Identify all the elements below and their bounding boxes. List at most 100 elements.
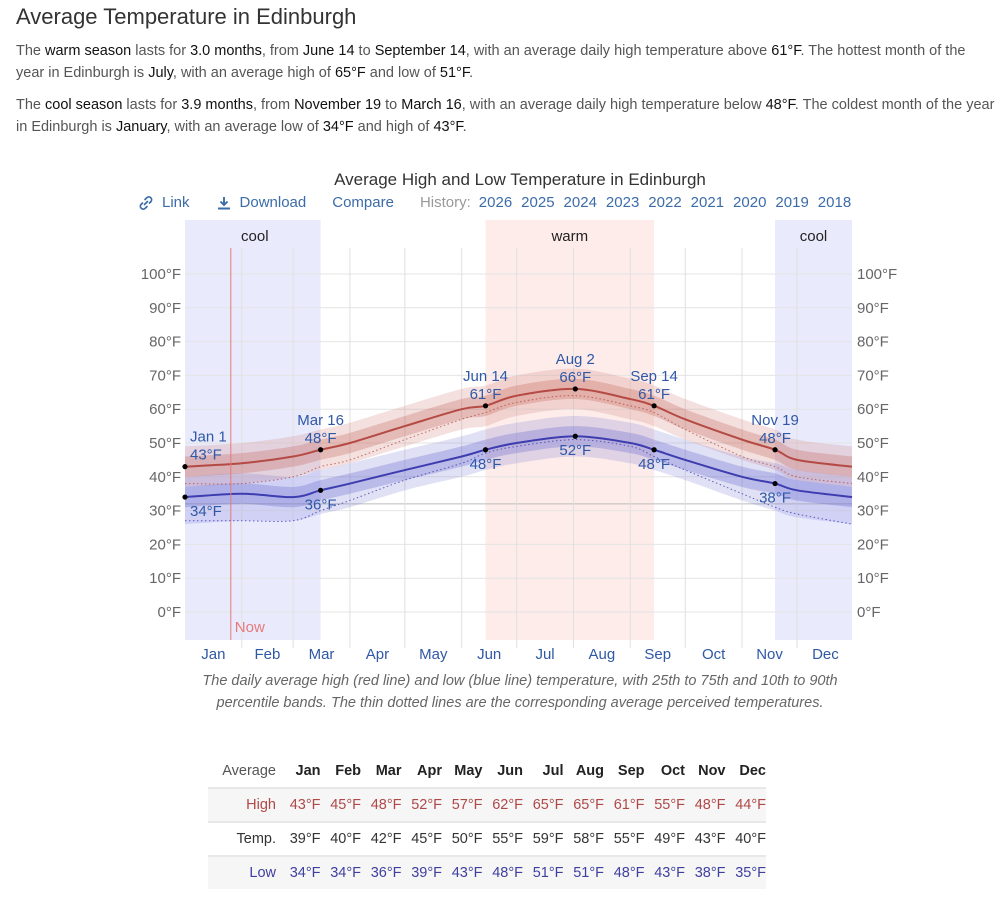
table-cell: 59°F <box>523 821 564 856</box>
highlight-text: 51°F <box>439 65 470 81</box>
history-year-link[interactable]: 2026 <box>478 194 513 211</box>
table-month-header: Aug <box>575 763 604 779</box>
table-cell: 43°F <box>280 787 321 822</box>
annotation-point <box>182 494 188 500</box>
table-row-label: High <box>208 787 280 822</box>
highlight-text: warm season <box>45 43 132 59</box>
table-cell: 40°F <box>725 821 766 856</box>
page-title: Average Temperature in Edinburgh <box>16 4 357 29</box>
table-month-header: Oct <box>660 763 685 779</box>
chart-toolbar: Link Download Compare History: 2026 2025 2… <box>138 194 860 211</box>
high-p25-p75-band <box>185 378 852 477</box>
table-cell: 45°F <box>320 787 361 822</box>
x-tick-label: Aug <box>589 646 616 663</box>
table-cell: 62°F <box>482 787 523 822</box>
table-month-header: Mar <box>375 763 402 779</box>
annotation-date-label: Jan 1 <box>190 429 227 446</box>
highlight-text: 61°F <box>771 43 801 59</box>
y-tick-label-right: 70°F <box>857 367 889 384</box>
annotation-date-label: Jun 14 <box>463 368 508 385</box>
annotation-point <box>482 403 489 409</box>
table-cell: 51°F <box>563 855 604 889</box>
annotation-value-label: 43°F <box>190 447 222 464</box>
table-cell: 40°F <box>320 821 361 856</box>
y-tick-label-left: 30°F <box>149 503 181 520</box>
table-cell: 43°F <box>685 821 726 856</box>
table-month-header: Feb <box>335 763 361 779</box>
y-tick-label-left: 40°F <box>149 469 181 486</box>
history-year-link[interactable]: 2018 <box>817 194 852 211</box>
table-header-row: Average Jan Feb Mar Apr May Jun Jul Aug Sep Oct Nov… <box>208 757 766 788</box>
paragraph-text: The <box>16 43 46 59</box>
table-cell: 45°F <box>401 821 442 856</box>
link-button[interactable]: Link <box>138 194 190 211</box>
table-cell: 55°F <box>644 787 685 822</box>
table-cell: 39°F <box>280 821 321 856</box>
table-month-header: Dec <box>739 763 766 779</box>
table-month-header: Jul <box>542 763 564 779</box>
table-row-low: Low 34°F 34°F 36°F 39°F 43°F 48°F 51°F 51°F 48°F 4… <box>208 855 766 889</box>
table-cell: 58°F <box>563 821 604 856</box>
annotation-date-label: Aug 2 <box>556 351 595 368</box>
link-icon <box>139 195 153 210</box>
table-row-high: High 43°F 45°F 48°F 52°F 57°F 62°F 65°F 65°F 61°F… <box>208 787 766 822</box>
x-tick-label: Sep <box>644 646 671 663</box>
chart-title: Average High and Low Temperature in Edin… <box>334 170 706 189</box>
table-cell: 34°F <box>280 855 321 889</box>
annotation-value-label: 66°F <box>559 369 591 386</box>
history-year-link[interactable]: 2025 <box>521 194 555 211</box>
x-tick-label: Jun <box>477 646 501 663</box>
highlight-text: 34°F <box>322 119 354 135</box>
annotation-value-label: 38°F <box>759 490 791 507</box>
y-tick-label-left: 0°F <box>157 604 181 621</box>
paragraph-text: and high of <box>353 119 434 135</box>
table-cell: 38°F <box>685 855 726 889</box>
history-year-link[interactable]: 2020 <box>733 194 767 211</box>
x-tick-label: Apr <box>366 646 389 663</box>
highlight-text: June 14 <box>302 43 355 59</box>
season-band-warm <box>485 220 655 640</box>
low-p10-p90-band <box>185 415 852 525</box>
compare-button[interactable]: Compare <box>332 194 394 211</box>
highlight-text: 3.0 months <box>190 43 262 59</box>
annotation-value-label: 48°F <box>638 456 670 473</box>
y-tick-label-right: 100°F <box>857 266 897 283</box>
history-year-link[interactable]: 2022 <box>648 194 682 211</box>
history-year-link[interactable]: 2023 <box>605 194 640 211</box>
table-cell: 48°F <box>482 855 523 889</box>
table-cell: 44°F <box>725 787 766 822</box>
history-year-link[interactable]: 2024 <box>563 194 597 211</box>
history-year-link[interactable]: 2021 <box>690 194 725 211</box>
warm-season-paragraph: The warm season lasts for 3.0 months, fr… <box>16 40 996 84</box>
cool-season-paragraph: The cool season lasts for 3.9 months, fr… <box>16 94 996 138</box>
y-tick-label-left: 80°F <box>149 334 181 351</box>
annotation-date-label: Nov 19 <box>751 412 799 429</box>
table-cell: 48°F <box>361 787 402 822</box>
low-line <box>184 435 853 499</box>
y-tick-label-left: 20°F <box>149 536 181 553</box>
chart-caption: The daily average high (red line) and lo… <box>202 673 838 711</box>
annotation-point <box>772 480 778 487</box>
x-tick-label: Mar <box>309 646 335 663</box>
highlight-text: July <box>148 65 173 81</box>
download-icon <box>217 196 230 209</box>
y-tick-label-right: 80°F <box>857 334 889 351</box>
paragraph-text: . <box>462 119 467 135</box>
paragraph-text: , from <box>252 97 295 113</box>
table-row-temp: Temp. 39°F 40°F 42°F 45°F 50°F 55°F 59°F 58°F 55°… <box>208 821 766 856</box>
history-year-link[interactable]: 2019 <box>775 194 809 211</box>
annotation-point <box>317 487 324 493</box>
table-cell: 48°F <box>685 787 726 822</box>
table-cell: 34°F <box>320 855 361 889</box>
season-label: warm <box>550 228 588 245</box>
annotation-value-label: 48°F <box>759 430 791 447</box>
annotation-point <box>651 403 657 409</box>
paragraph-text: , with an average daily high temperature… <box>465 43 772 59</box>
annotation-value-label: 48°F <box>470 456 502 473</box>
annotation-point <box>572 433 578 439</box>
download-button[interactable]: Download <box>216 194 306 211</box>
annotation-point <box>772 447 778 453</box>
annotation-point <box>317 447 324 453</box>
highlight-text: 65°F <box>334 65 366 81</box>
y-tick-label-left: 100°F <box>141 266 181 283</box>
